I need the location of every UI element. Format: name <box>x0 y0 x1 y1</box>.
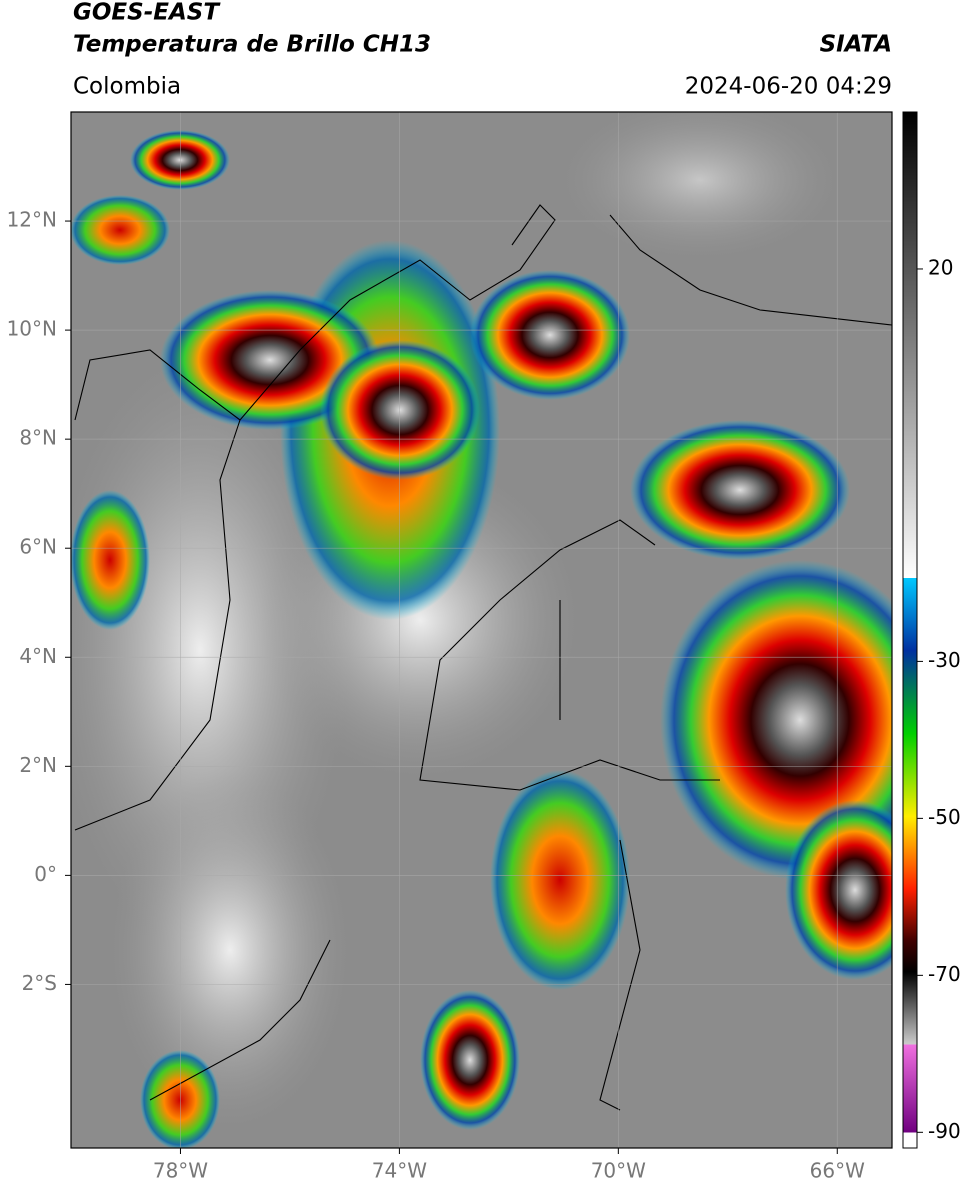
source: SIATA <box>820 32 892 58</box>
y-tick-label: 10°N <box>7 317 57 341</box>
colorbar-tick-label: -50 <box>928 805 961 829</box>
x-tick-label: 70°W <box>591 1159 646 1183</box>
y-tick-label: 8°N <box>19 426 57 450</box>
title: GOES-EAST <box>73 0 221 26</box>
y-tick-label: 4°N <box>19 644 57 668</box>
colorbar-tick-label: -90 <box>928 1119 961 1143</box>
subtitle: Temperatura de Brillo CH13 <box>73 32 431 58</box>
satellite-image <box>71 112 892 1148</box>
region: Colombia <box>73 74 181 100</box>
y-tick-label: 2°S <box>22 971 57 995</box>
y-tick-label: 12°N <box>7 208 57 232</box>
colorbar <box>902 111 918 1149</box>
x-tick-label: 66°W <box>810 1159 865 1183</box>
colorbar-tick-label: 20 <box>928 255 953 279</box>
datetime: 2024-06-20 04:29 <box>685 74 892 100</box>
colorbar-tick-label: -30 <box>928 648 961 672</box>
x-tick-label: 78°W <box>153 1159 208 1183</box>
map-frame <box>70 111 893 1149</box>
colorbar-tick-label: -70 <box>928 962 961 986</box>
y-tick-label: 0° <box>34 862 57 886</box>
x-tick-label: 74°W <box>372 1159 427 1183</box>
y-tick-label: 2°N <box>19 753 57 777</box>
y-tick-label: 6°N <box>19 535 57 559</box>
graticule <box>71 112 892 1148</box>
